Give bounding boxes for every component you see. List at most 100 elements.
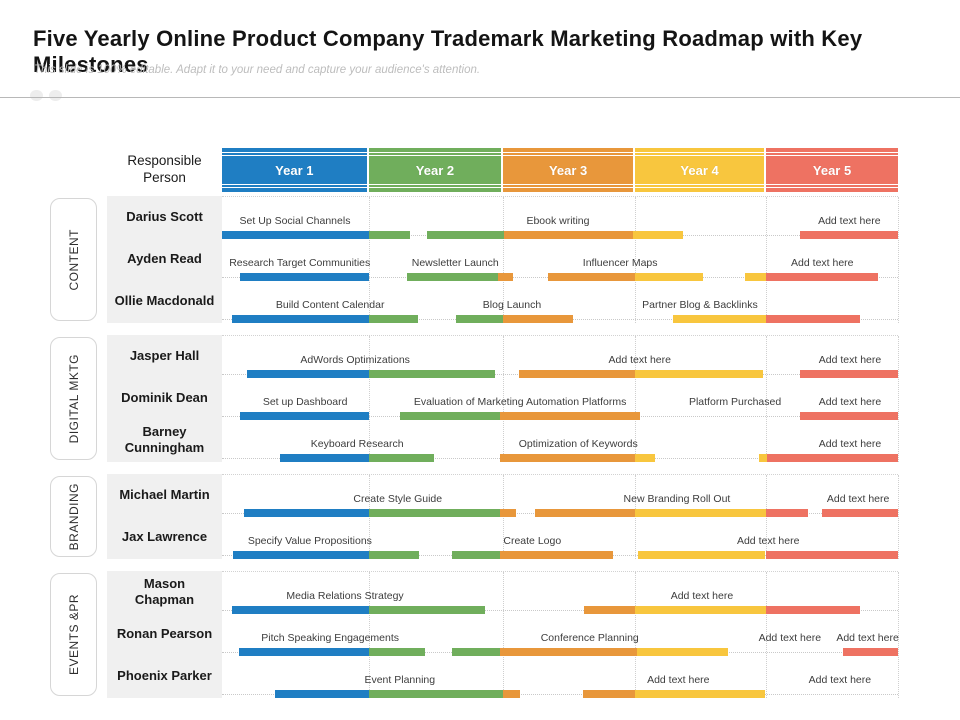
section-digital-mktg: DIGITAL MKTG Jasper Hall Dominik Dean Barne… (50, 335, 899, 462)
decor-dot (30, 90, 43, 101)
category-label: CONTENT (66, 228, 81, 291)
category-label: BRANDING (66, 482, 81, 551)
gantt-bar-segment-red (843, 648, 898, 656)
category-box-column: DIGITAL MKTG (50, 335, 107, 462)
gantt-bar-segment-green (368, 690, 504, 698)
gantt-bar-segment-green (451, 551, 500, 559)
gantt-bar-segment-green (368, 315, 419, 323)
row-dotted-baseline (222, 694, 898, 695)
person-name: Jasper Hall (129, 348, 200, 364)
year-header-2: Year 2 (368, 148, 504, 192)
gantt-bar-segment-orange (499, 509, 517, 517)
row-dotted-baseline (222, 610, 898, 611)
gantt-bar-segment-blue (247, 370, 369, 378)
task-label: Add text here (808, 674, 872, 686)
task-label: Add text here (818, 396, 882, 408)
gantt-bar-segment-red (766, 509, 809, 517)
gantt-bar-segment-blue (232, 606, 370, 614)
task-row: Set Up Social Channels Ebook writing Add t… (222, 197, 898, 239)
gantt-bar-segment-red (766, 315, 861, 323)
chart-header: Responsible Person Year 1 Year 2 Year 3 Yea… (50, 148, 898, 192)
responsible-person-header: Responsible Person (127, 153, 202, 185)
gantt-bar-segment-red (799, 412, 898, 420)
task-row: Set up Dashboard Evaluation of Marketing … (222, 378, 898, 420)
gantt-bar-segment-yellow (637, 648, 729, 656)
year-gridline (503, 197, 505, 323)
gantt-bar-segment-blue (280, 454, 370, 462)
gantt-bar-segment-yellow (635, 509, 767, 517)
person-name: Darius Scott (126, 209, 203, 225)
year-gridline (635, 336, 637, 462)
gantt-bar-segment-yellow (633, 231, 684, 239)
task-row: Event Planning Add text here Add text here (222, 656, 898, 698)
gantt-bar-segment-yellow (635, 370, 763, 378)
year-gridline (766, 336, 768, 462)
task-label: Platform Purchased (688, 396, 782, 408)
year-gridline (898, 572, 899, 698)
roadmap-gantt-chart: Responsible Person Year 1 Year 2 Year 3 Yea… (50, 148, 899, 710)
task-row: Media Relations Strategy Add text here (222, 572, 898, 614)
timeline-area: Media Relations Strategy Add text here Pit… (222, 571, 899, 698)
gantt-bar-segment-red (822, 509, 898, 517)
timeline-area: AdWords Optimizations Add text here Add te… (222, 335, 899, 462)
task-row: Research Target Communities Newsletter La… (222, 239, 898, 281)
gantt-bar-segment-red (799, 231, 898, 239)
category-box: BRANDING (50, 476, 97, 557)
year-header-3: Year 3 (503, 148, 636, 192)
task-label: Blog Launch (482, 299, 542, 311)
year-gridline (766, 572, 768, 698)
person-name: Dominik Dean (121, 390, 208, 406)
person-name: Mason Chapman (134, 576, 195, 607)
task-label: Add text here (670, 590, 734, 602)
task-label: New Branding Roll Out (623, 493, 731, 505)
task-row: Create Style Guide New Branding Roll Out A… (222, 475, 898, 517)
page-title: Five Yearly Online Product Company Trade… (33, 26, 863, 77)
roadmap-sections: CONTENT Darius Scott Ayden Read Ollie Macdo… (50, 196, 899, 698)
gantt-bar-segment-yellow (635, 606, 767, 614)
gantt-bar-segment-blue (240, 273, 369, 281)
task-label: Specify Value Propositions (247, 535, 372, 547)
task-row: AdWords Optimizations Add text here Add te… (222, 336, 898, 378)
task-label: Influencer Maps (582, 257, 658, 269)
year-gridline (898, 336, 899, 462)
gantt-bar-segment-blue (232, 315, 369, 323)
divider-line (0, 97, 960, 98)
task-row: Build Content Calendar Blog Launch Partner… (222, 281, 898, 323)
gantt-bar-segment-red (799, 370, 898, 378)
year-gridline (766, 197, 768, 323)
person-name: Ayden Read (127, 251, 202, 267)
task-label: Evaluation of Marketing Automation Platf… (413, 396, 627, 408)
gantt-bar-segment-orange (503, 315, 573, 323)
gantt-bar-segment-green (455, 315, 504, 323)
decor-dot (49, 90, 62, 101)
gantt-bar-segment-blue (232, 551, 369, 559)
gantt-bar-segment-blue (274, 690, 369, 698)
timeline-area: Create Style Guide New Branding Roll Out A… (222, 474, 899, 559)
year-gridline (368, 475, 370, 559)
gantt-bar-segment-blue (240, 412, 369, 420)
year-gridline (368, 572, 370, 698)
task-label: Add text here (826, 493, 890, 505)
task-label: Newsletter Launch (411, 257, 499, 269)
year-gridline (503, 572, 505, 698)
gantt-bar-segment-yellow (672, 315, 767, 323)
section-events-pr: EVENTS &PR Mason Chapman Ronan Pearson Phoe… (50, 571, 899, 698)
gantt-bar-segment-blue (238, 648, 369, 656)
task-label: Create Logo (503, 535, 562, 547)
gantt-bar-segment-yellow (637, 551, 766, 559)
person-name: Phoenix Parker (117, 668, 212, 684)
year-header-5: Year 5 (766, 148, 898, 192)
task-label: Add text here (818, 215, 881, 227)
year-gridline (635, 475, 637, 559)
task-label: Add text here (758, 632, 822, 644)
gantt-bar-segment-orange (497, 273, 513, 281)
gantt-bar-segment-green (368, 551, 420, 559)
header-spacer (50, 148, 107, 192)
gantt-bar-segment-orange (499, 648, 638, 656)
timeline-area: Set Up Social Channels Ebook writing Add t… (222, 196, 899, 323)
gantt-bar-segment-green (368, 370, 496, 378)
year-gridline (898, 475, 899, 559)
gantt-bar-segment-green (399, 412, 500, 420)
gantt-bar-segment-orange (499, 454, 636, 462)
year-header-row: Year 1 Year 2 Year 3 Year 4 Year 5 (222, 148, 898, 192)
